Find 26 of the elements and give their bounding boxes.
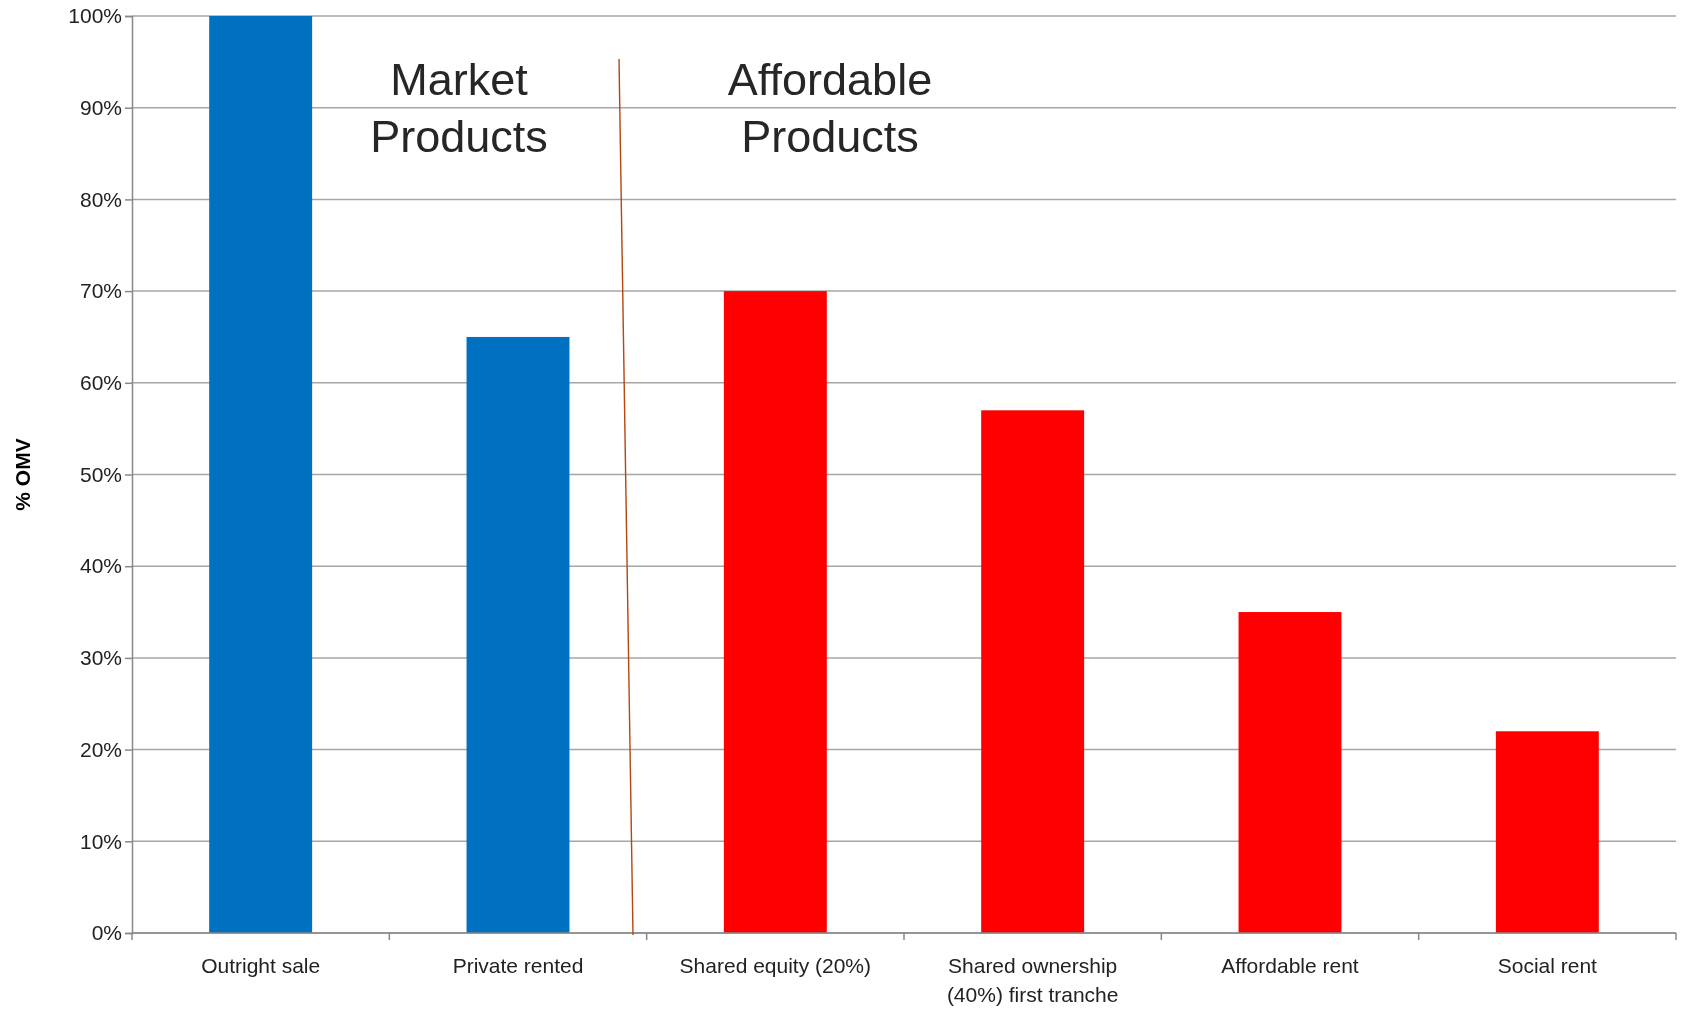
annotation: Market Products <box>370 54 548 162</box>
bar <box>1495 731 1599 933</box>
bar <box>1238 612 1342 933</box>
y-tick-label: 30% <box>79 646 122 670</box>
y-tick-label: 50% <box>79 462 122 486</box>
annotation: Affordable Products <box>727 54 933 162</box>
y-tick-label: 80% <box>79 187 122 211</box>
y-axis-title: % OMV <box>11 438 34 511</box>
y-tick-label: 70% <box>79 279 122 303</box>
x-tick-label: Shared equity (20%) <box>679 954 872 977</box>
x-tick-label: Outright sale <box>201 954 321 977</box>
bar <box>723 291 827 933</box>
y-tick-label: 40% <box>79 554 122 578</box>
x-tick-label: Affordable rent <box>1221 954 1359 977</box>
x-tick-label: Social rent <box>1497 954 1598 977</box>
x-tick-label: Private rented <box>452 954 584 977</box>
y-tick-label: 0% <box>91 921 122 945</box>
bar <box>466 336 570 933</box>
bar <box>209 16 313 933</box>
bar <box>981 410 1085 933</box>
x-tick-label: Shared ownership (40%) first tranche <box>946 954 1119 1007</box>
y-tick-label: 20% <box>79 737 122 761</box>
y-tick-label: 10% <box>79 829 122 853</box>
y-tick-label: 100% <box>68 4 122 28</box>
y-tick-label: 60% <box>79 371 122 395</box>
y-tick-label: 90% <box>79 95 122 119</box>
